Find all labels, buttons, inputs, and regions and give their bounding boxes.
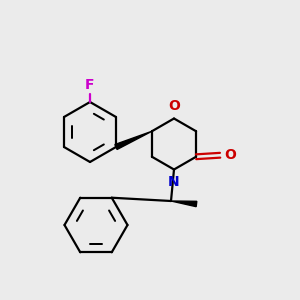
- Polygon shape: [171, 201, 197, 207]
- Text: O: O: [225, 148, 236, 162]
- Text: F: F: [85, 77, 95, 92]
- Polygon shape: [115, 131, 152, 149]
- Text: O: O: [168, 98, 180, 112]
- Text: N: N: [168, 176, 180, 190]
